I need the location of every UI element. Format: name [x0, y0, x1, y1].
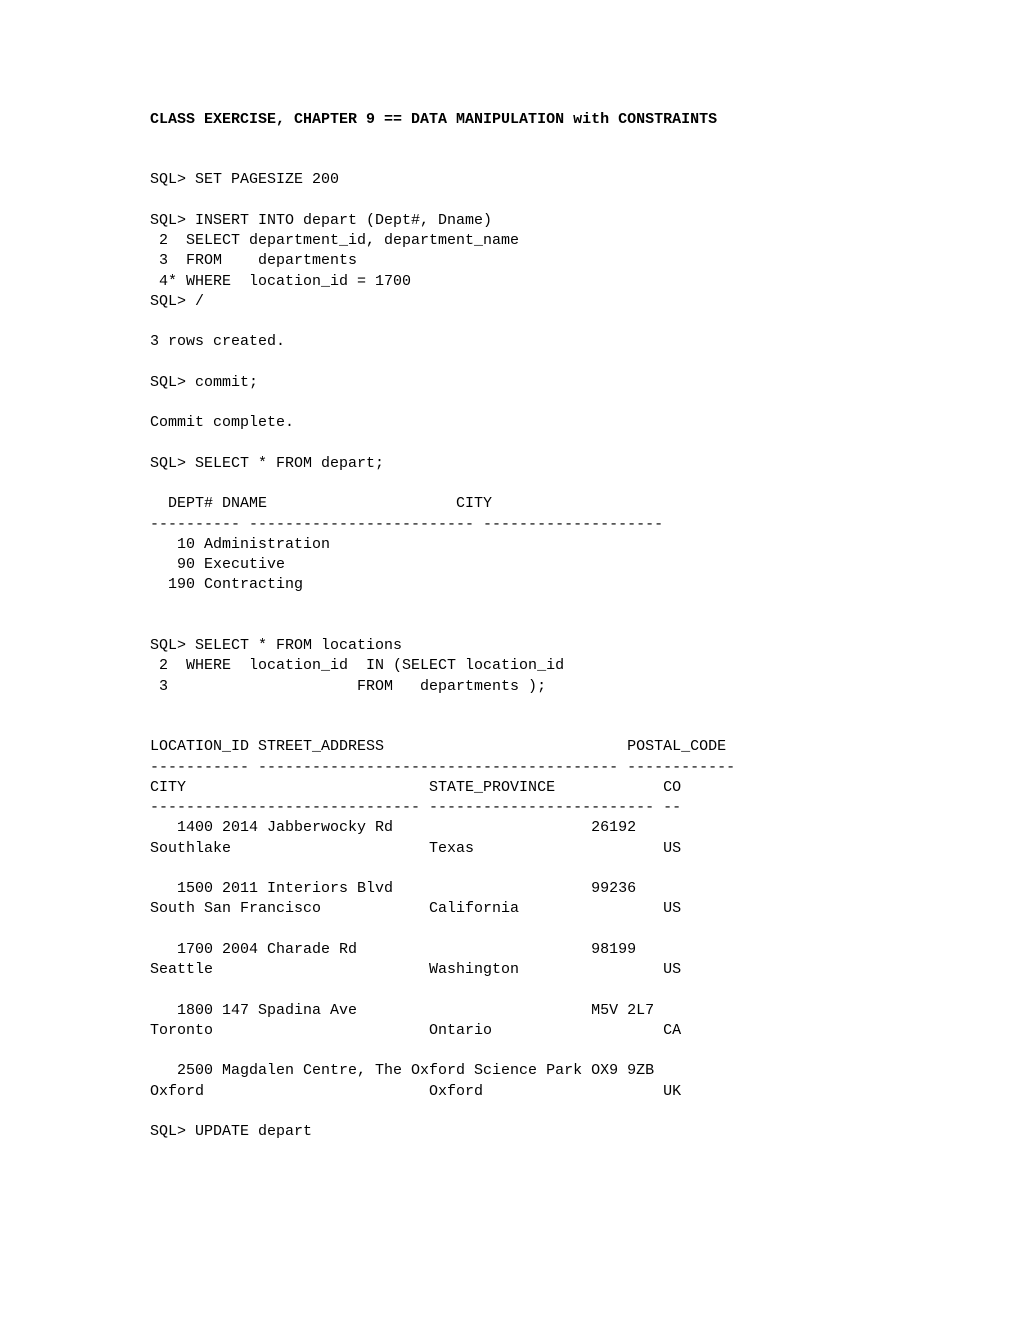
sql-terminal-output: SQL> SET PAGESIZE 200 SQL> INSERT INTO d… — [150, 170, 870, 1142]
document-title: CLASS EXERCISE, CHAPTER 9 == DATA MANIPU… — [150, 110, 870, 130]
